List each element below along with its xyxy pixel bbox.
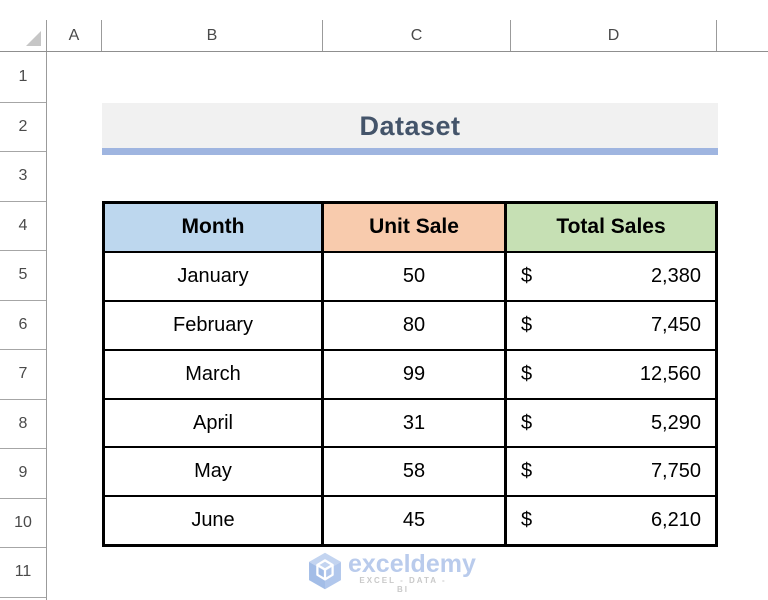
total-sales-value: 2,380 xyxy=(650,264,701,287)
row-header-7[interactable]: 7 xyxy=(0,350,46,400)
column-header-a[interactable]: A xyxy=(47,20,102,51)
title-underline xyxy=(102,148,718,155)
cell-month[interactable]: April xyxy=(105,399,324,447)
currency-symbol: $ xyxy=(521,460,533,483)
table-row: February 80 $ 7,450 xyxy=(105,301,715,351)
cell-unit-sale[interactable]: 99 xyxy=(324,350,507,398)
select-all-button[interactable] xyxy=(0,20,47,51)
cell-total-sales[interactable]: $ 5,290 xyxy=(507,400,715,447)
row-header-3[interactable]: 3 xyxy=(0,152,46,202)
header-cell-total-sales[interactable]: Total Sales xyxy=(507,204,715,251)
dataset-table: Month Unit Sale Total Sales January 50 $… xyxy=(102,201,718,548)
currency-symbol: $ xyxy=(521,264,533,287)
cell-total-sales[interactable]: $ 7,750 xyxy=(507,448,715,495)
cell-total-sales[interactable]: $ 12,560 xyxy=(507,351,715,398)
row-header-10[interactable]: 10 xyxy=(0,499,46,548)
table-row: January 50 $ 2,380 xyxy=(105,252,715,302)
exceldemy-tagline-text: EXCEL - DATA - BI xyxy=(359,576,447,594)
header-cell-unit-sale[interactable]: Unit Sale xyxy=(324,204,507,251)
row-header-5[interactable]: 5 xyxy=(0,251,46,301)
column-header-b[interactable]: B xyxy=(102,20,323,51)
row-header-1[interactable]: 1 xyxy=(0,52,46,103)
column-header-d[interactable]: D xyxy=(511,20,717,51)
row-header-4[interactable]: 4 xyxy=(0,202,46,251)
cell-month[interactable]: June xyxy=(105,497,324,545)
cell-unit-sale[interactable]: 31 xyxy=(324,399,507,447)
currency-symbol: $ xyxy=(521,362,533,385)
total-sales-value: 12,560 xyxy=(639,362,701,385)
currency-symbol: $ xyxy=(521,411,533,434)
cell-unit-sale[interactable]: 80 xyxy=(324,301,507,349)
cell-total-sales[interactable]: $ 2,380 xyxy=(507,253,715,300)
header-cell-month[interactable]: Month xyxy=(105,204,324,251)
row-header-6[interactable]: 6 xyxy=(0,301,46,350)
cell-month[interactable]: March xyxy=(105,350,324,398)
row-header-11[interactable]: 11 xyxy=(0,548,46,598)
cell-total-sales[interactable]: $ 7,450 xyxy=(507,302,715,349)
table-row: April 31 $ 5,290 xyxy=(105,399,715,449)
total-sales-value: 7,750 xyxy=(650,460,701,483)
title-cell[interactable]: Dataset xyxy=(102,103,718,149)
total-sales-value: 5,290 xyxy=(650,411,701,434)
cell-unit-sale[interactable]: 58 xyxy=(324,448,507,496)
column-header-e[interactable] xyxy=(717,20,768,51)
select-all-triangle-icon xyxy=(26,31,41,46)
row-header-8[interactable]: 8 xyxy=(0,400,46,449)
exceldemy-cube-icon xyxy=(309,552,341,590)
currency-symbol: $ xyxy=(521,509,533,532)
table-row: May 58 $ 7,750 xyxy=(105,448,715,498)
cell-month[interactable]: January xyxy=(105,252,324,300)
cell-month[interactable]: May xyxy=(105,448,324,496)
row-header-9[interactable]: 9 xyxy=(0,449,46,499)
column-header-c[interactable]: C xyxy=(323,20,511,51)
cell-unit-sale[interactable]: 45 xyxy=(324,497,507,545)
exceldemy-watermark: exceldemy EXCEL - DATA - BI xyxy=(306,550,506,594)
cell-unit-sale[interactable]: 50 xyxy=(324,252,507,300)
table-row: March 99 $ 12,560 xyxy=(105,350,715,400)
table-header-row: Month Unit Sale Total Sales xyxy=(105,204,715,253)
currency-symbol: $ xyxy=(521,313,533,336)
column-header-strip: A B C D xyxy=(0,20,768,52)
table-row: June 45 $ 6,210 xyxy=(105,497,715,545)
cell-month[interactable]: February xyxy=(105,301,324,349)
total-sales-value: 6,210 xyxy=(650,509,701,532)
total-sales-value: 7,450 xyxy=(650,313,701,336)
row-header-2[interactable]: 2 xyxy=(0,103,46,152)
row-header-strip: 1 2 3 4 5 6 7 8 9 10 11 xyxy=(0,52,47,600)
exceldemy-brand-text: exceldemy xyxy=(348,550,476,578)
cell-total-sales[interactable]: $ 6,210 xyxy=(507,497,715,544)
page-title: Dataset xyxy=(359,110,461,141)
